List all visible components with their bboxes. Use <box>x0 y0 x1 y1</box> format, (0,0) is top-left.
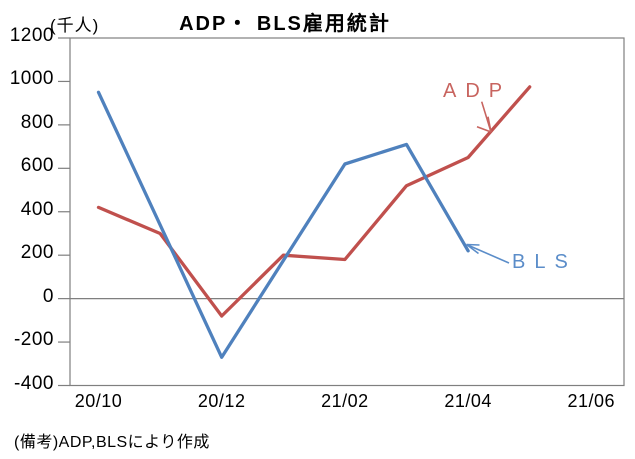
bls-annotation-arrow <box>466 243 510 264</box>
x-axis-tick-label: 21/06 <box>567 391 616 411</box>
series-label-adp: ADP <box>443 80 512 102</box>
y-axis-tick-label: -400 <box>13 372 54 394</box>
y-axis-tick-label: 600 <box>20 155 54 177</box>
series-lines <box>96 85 532 359</box>
y-axis-tick-label: 800 <box>20 111 54 133</box>
y-axis-tick-label: 400 <box>20 198 54 220</box>
x-axis-tick-label: 21/04 <box>444 391 492 411</box>
chart-title: ADP・ BLS雇用統計 <box>179 13 391 35</box>
y-axis-tick-label: 1200 <box>9 25 54 46</box>
source-note: (備考)ADP,BLSにより作成 <box>14 434 210 451</box>
y-axis-unit-label: (千人) <box>50 16 100 35</box>
bls-line <box>96 90 470 359</box>
y-axis-tick-label: 200 <box>20 242 54 264</box>
adp-line <box>96 85 532 318</box>
y-axis-tick-label: -200 <box>13 329 54 351</box>
adp-annotation-arrow <box>476 101 492 133</box>
y-axis-ticks <box>58 37 70 387</box>
y-axis-tick-label: 1000 <box>9 68 54 90</box>
y-axis-tick-label: 0 <box>42 285 54 307</box>
x-axis-tick-label: 21/02 <box>321 391 369 411</box>
x-axis-tick-label: 20/10 <box>74 391 123 411</box>
x-axis-tick-label: 20/12 <box>197 391 246 411</box>
series-label-bls: BLS <box>512 251 577 273</box>
